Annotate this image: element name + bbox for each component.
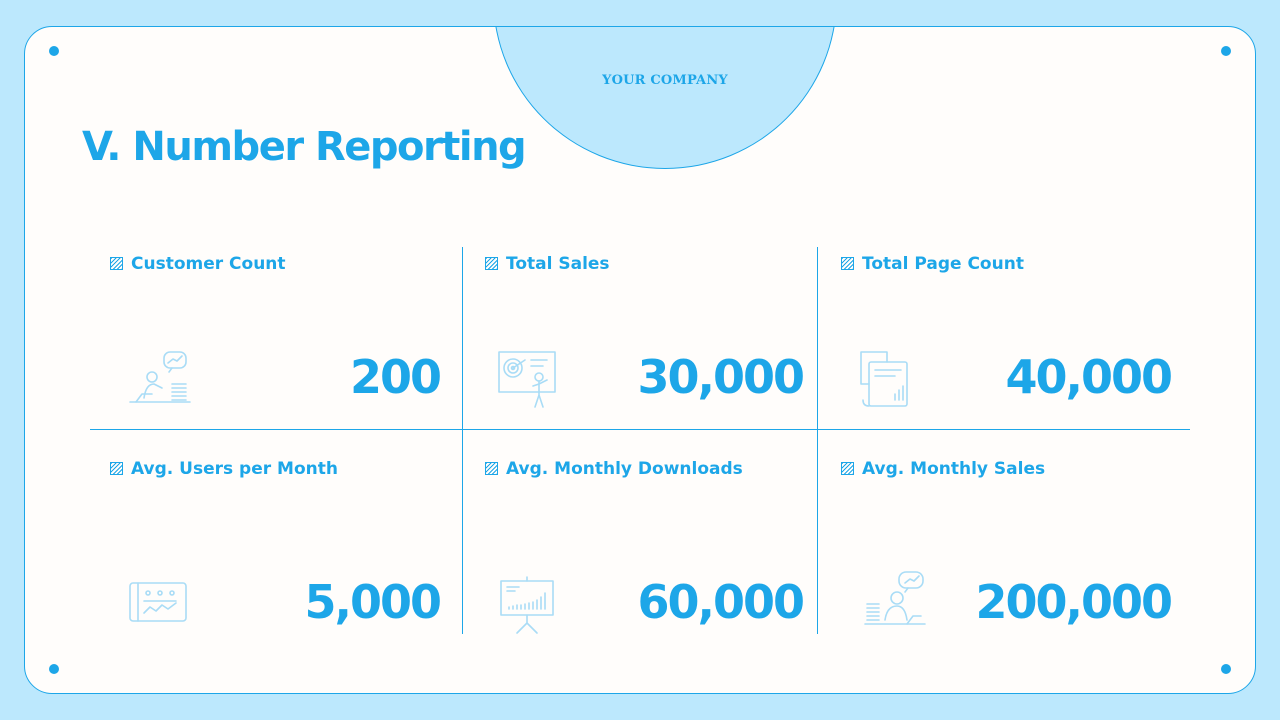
metric-value: 40,000 <box>1005 350 1173 404</box>
corner-dot <box>1221 46 1231 56</box>
presenter-chart-icon <box>128 350 192 410</box>
metric-label: Avg. Monthly Sales <box>841 459 1045 479</box>
corner-dot <box>49 46 59 56</box>
hatched-square-icon <box>485 462 498 475</box>
person-coins-icon <box>863 570 927 630</box>
corner-dot <box>1221 664 1231 674</box>
metric-value: 5,000 <box>304 575 442 629</box>
hatched-square-icon <box>110 257 123 270</box>
grid-divider-vertical <box>817 247 818 634</box>
corner-dot <box>49 664 59 674</box>
metric-total-sales: Total Sales 30,000 <box>485 250 805 430</box>
document-stack-icon <box>855 350 919 410</box>
metric-avg-monthly-sales: Avg. Monthly Sales 200,000 <box>841 455 1173 635</box>
target-board-icon <box>497 350 561 410</box>
slide-card: YOUR COMPANY <box>24 26 1256 694</box>
hatched-square-icon <box>485 257 498 270</box>
metric-avg-monthly-downloads: Avg. Monthly Downloads 60,000 <box>485 455 805 635</box>
metric-label: Total Sales <box>485 254 610 274</box>
metric-value: 200,000 <box>975 575 1173 629</box>
hatched-square-icon <box>841 257 854 270</box>
tablet-chart-icon <box>128 575 192 635</box>
metric-avg-users-per-month: Avg. Users per Month 5,000 <box>110 455 442 635</box>
metric-customer-count: Customer Count 200 <box>110 250 442 430</box>
grid-divider-horizontal <box>90 429 1190 430</box>
company-name: YOUR COMPANY <box>602 73 728 88</box>
hatched-square-icon <box>110 462 123 475</box>
easel-chart-icon <box>499 575 563 635</box>
header-bubble <box>493 27 837 169</box>
metric-value: 30,000 <box>637 350 805 404</box>
metric-value: 60,000 <box>637 575 805 629</box>
metric-total-page-count: Total Page Count 40,000 <box>841 250 1173 430</box>
metric-label: Avg. Monthly Downloads <box>485 459 743 479</box>
slide-title: V. Number Reporting <box>82 124 527 170</box>
metric-label: Avg. Users per Month <box>110 459 338 479</box>
hatched-square-icon <box>841 462 854 475</box>
metric-value: 200 <box>349 350 442 404</box>
metric-label: Customer Count <box>110 254 286 274</box>
grid-divider-vertical <box>462 247 463 634</box>
metric-label: Total Page Count <box>841 254 1024 274</box>
